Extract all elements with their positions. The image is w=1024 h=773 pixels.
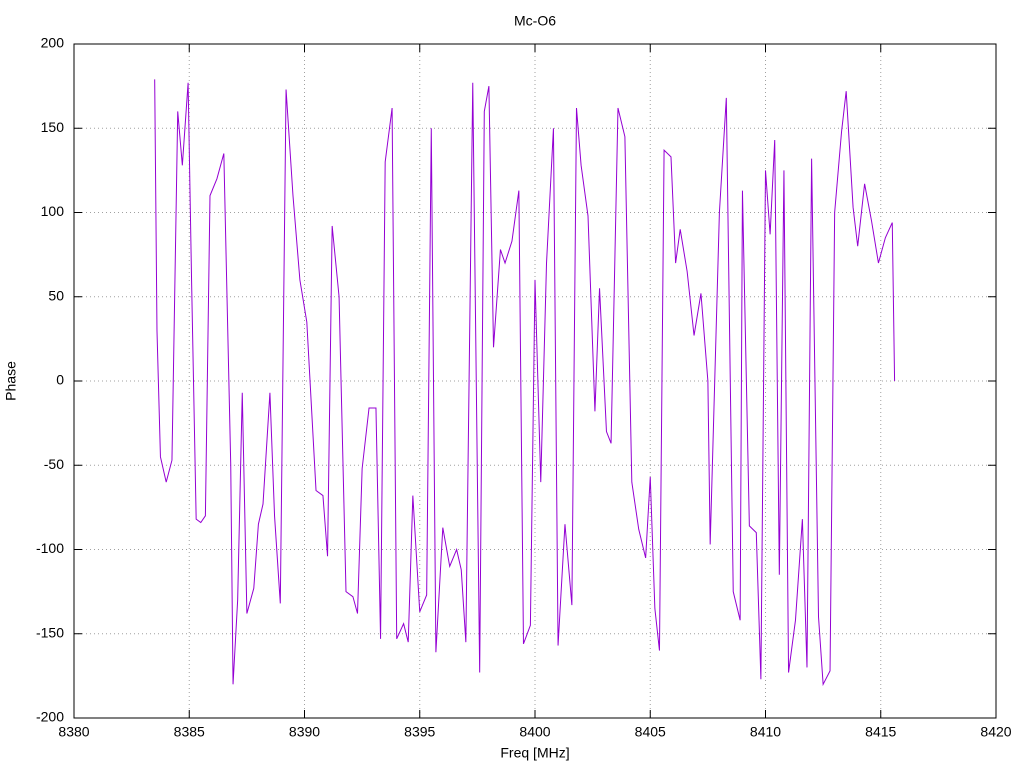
x-tick-label: 8415 — [865, 724, 896, 740]
x-tick-label: 8390 — [289, 724, 320, 740]
x-tick-label: 8410 — [750, 724, 781, 740]
chart-title: Mc-O6 — [514, 13, 556, 29]
y-tick-label: -50 — [44, 456, 64, 472]
y-tick-label: 50 — [48, 287, 64, 303]
y-tick-label: 0 — [56, 372, 64, 388]
y-tick-label: 150 — [41, 119, 65, 135]
x-tick-label: 8385 — [174, 724, 205, 740]
y-tick-label: 200 — [41, 35, 65, 51]
x-tick-label: 8405 — [635, 724, 666, 740]
y-tick-label: -150 — [36, 624, 64, 640]
plot-border — [73, 43, 997, 719]
x-axis-label: Freq [MHz] — [500, 745, 569, 761]
y-tick-label: -200 — [36, 709, 64, 725]
x-tick-label: 8420 — [980, 724, 1011, 740]
x-tick-label: 8400 — [519, 724, 550, 740]
x-tick-label: 8395 — [404, 724, 435, 740]
data-line — [154, 79, 896, 687]
y-tick-label: 100 — [41, 203, 65, 219]
x-tick-label: 8380 — [58, 724, 89, 740]
y-axis-label: Phase — [3, 361, 19, 401]
y-tick-label: -100 — [36, 540, 64, 556]
